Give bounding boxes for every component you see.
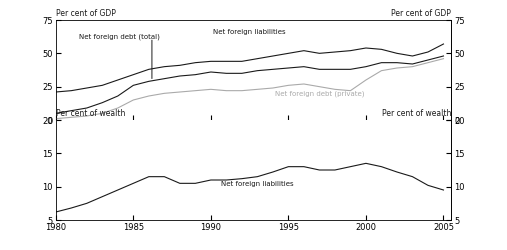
- Text: Net foreign debt (total): Net foreign debt (total): [79, 33, 160, 40]
- Text: Per cent of wealth: Per cent of wealth: [56, 109, 125, 118]
- Text: Per cent of GDP: Per cent of GDP: [56, 9, 116, 18]
- Text: Net foreign debt (private): Net foreign debt (private): [275, 91, 364, 97]
- Text: Net foreign liabilities: Net foreign liabilities: [221, 181, 294, 187]
- Text: Per cent of wealth: Per cent of wealth: [382, 109, 451, 118]
- Text: Net foreign liabilities: Net foreign liabilities: [213, 29, 286, 35]
- Text: Per cent of GDP: Per cent of GDP: [391, 9, 451, 18]
